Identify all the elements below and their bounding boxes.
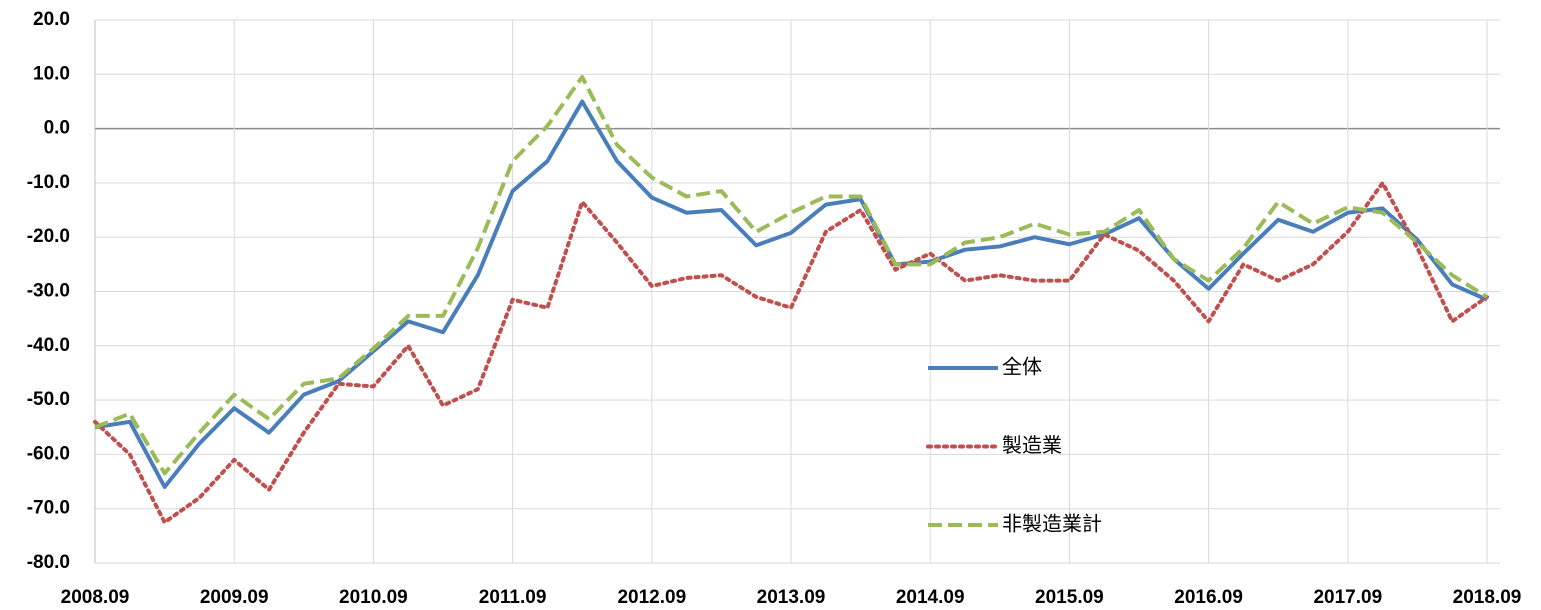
x-tick-label: 2008.09 [61,587,130,608]
y-tick-label: 20.0 [33,9,70,30]
legend-label: 全体 [1002,355,1042,378]
legend-label: 製造業 [1002,434,1062,457]
y-tick-label: -20.0 [27,226,70,247]
y-tick-label: -10.0 [27,172,70,193]
y-tick-label: 10.0 [33,63,70,84]
x-tick-label: 2017.09 [1313,587,1382,608]
x-tick-label: 2012.09 [617,587,686,608]
x-tick-label: 2009.09 [200,587,269,608]
y-tick-label: -30.0 [27,281,70,302]
data-line [94,99,1488,489]
data-line [93,180,1489,525]
x-tick-label: 2010.09 [339,587,408,608]
x-tick-label: 2011.09 [479,587,547,608]
data-line [94,75,1489,476]
y-tick-label: -70.0 [27,498,70,519]
y-tick-label: -50.0 [27,389,70,410]
x-tick-label: 2016.09 [1174,587,1243,608]
y-tick-label: -40.0 [27,335,70,356]
y-tick-label: -80.0 [27,552,70,573]
legend-label: 非製造業計 [1002,512,1102,535]
y-tick-label: 0.0 [44,118,70,139]
x-tick-label: 2013.09 [757,587,826,608]
x-tick-label: 2015.09 [1035,587,1104,608]
x-tick-label: 2018.09 [1453,587,1522,608]
y-tick-label: -60.0 [27,443,70,464]
x-tick-label: 2014.09 [896,587,965,608]
